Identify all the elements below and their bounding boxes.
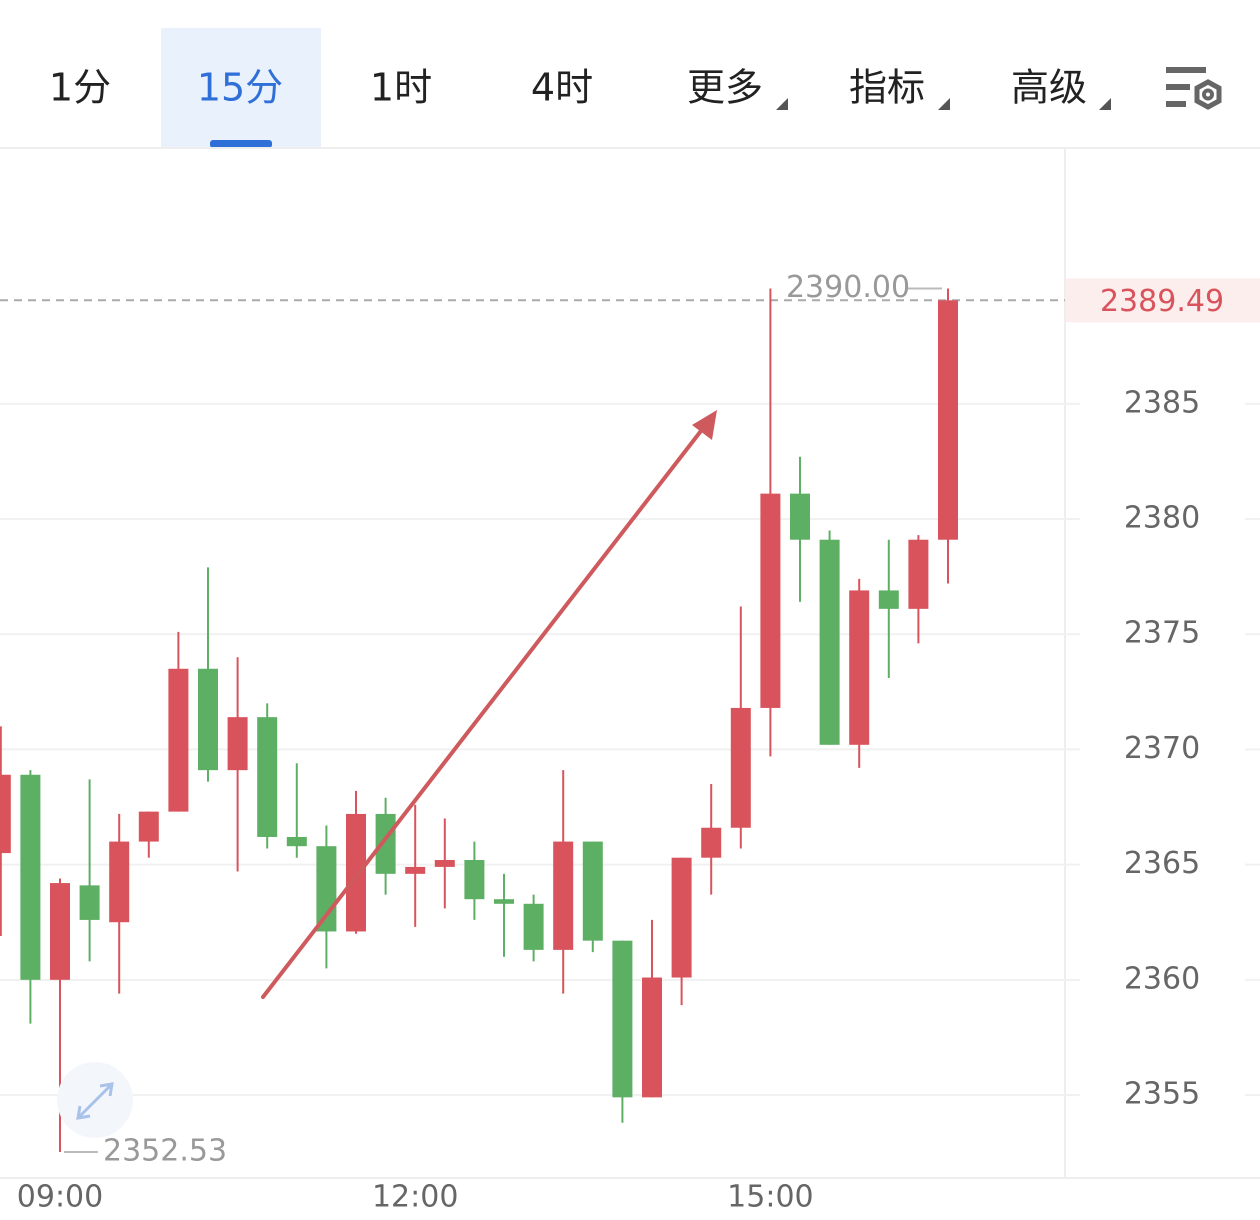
- candle-body: [612, 940, 633, 1098]
- candle-body: [908, 539, 929, 609]
- last-price-bg: [1066, 278, 1260, 323]
- expand-button[interactable]: [57, 1062, 133, 1138]
- overlay: 09:00 12:00 15:00 2389.49 2390.00 2352.53: [17, 270, 1260, 1215]
- last-price-label: 2389.49: [1100, 284, 1224, 319]
- candle-body: [434, 860, 455, 867]
- candle-body: [20, 774, 41, 980]
- candle-body: [405, 866, 426, 874]
- dropdown-caret: [1099, 98, 1111, 110]
- candle-body: [198, 668, 218, 771]
- candle-body: [938, 300, 958, 540]
- candle-body: [790, 493, 810, 540]
- y-tick-label: 2360: [1124, 961, 1200, 996]
- candle-body: [257, 717, 278, 837]
- candle-body: [138, 811, 159, 842]
- y-tick-label: 2370: [1124, 731, 1200, 766]
- y-tick-label: 2385: [1124, 385, 1200, 420]
- candle-body: [730, 707, 751, 828]
- high-label: 2390.00: [786, 270, 910, 305]
- candle-body: [79, 885, 100, 920]
- y-tick-label: 2375: [1124, 616, 1200, 651]
- dropdown-caret: [776, 98, 788, 110]
- active-tab-bg: [161, 28, 321, 148]
- candle-body: [582, 841, 603, 941]
- candle-body: [701, 827, 722, 858]
- tab[interactable]: 高级: [1011, 66, 1087, 110]
- low-label: 2352.53: [103, 1133, 227, 1168]
- y-tick-label: 2365: [1124, 846, 1200, 881]
- candle-body: [286, 836, 307, 847]
- candle-body: [760, 493, 781, 708]
- grid: 2355 2360 2365 2370 2375 2380 2385: [0, 299, 1260, 1112]
- tab[interactable]: 1时: [370, 66, 432, 110]
- candle-body: [494, 899, 514, 904]
- candle-body: [464, 860, 485, 900]
- candle-body: [849, 590, 870, 745]
- candle-body: [642, 977, 662, 1098]
- tab[interactable]: 1分: [49, 66, 111, 110]
- candle-body: [50, 883, 70, 980]
- active-tab-indicator: [210, 140, 272, 148]
- x-tick-label: 15:00: [727, 1180, 813, 1215]
- candle-body: [878, 590, 899, 609]
- candle-body: [316, 846, 337, 932]
- tab[interactable]: 4时: [531, 66, 593, 110]
- tab[interactable]: 指标: [849, 66, 925, 110]
- x-tick-label: 09:00: [17, 1180, 103, 1215]
- tab[interactable]: 15分: [197, 66, 283, 110]
- x-tick-label: 12:00: [372, 1180, 458, 1215]
- candle-body: [553, 841, 574, 950]
- settings-icon[interactable]: [1166, 67, 1222, 110]
- candle-body: [671, 857, 692, 978]
- candle-body: [109, 841, 130, 923]
- trend-arrow: [261, 410, 717, 999]
- candle-body: [375, 813, 396, 874]
- candle-body: [346, 813, 366, 932]
- candle-body: [0, 774, 11, 854]
- candle-body: [168, 668, 189, 812]
- y-tick-label: 2380: [1124, 500, 1200, 535]
- candle-body: [523, 903, 544, 950]
- dropdown-caret: [938, 98, 950, 110]
- candle-body: [819, 539, 840, 745]
- y-tick-label: 2355: [1124, 1077, 1200, 1112]
- tab[interactable]: 更多: [687, 66, 763, 110]
- candle-body: [227, 717, 248, 771]
- tab-bar: 1分 15分 1时 4时 更多 指标 高级: [0, 28, 1260, 149]
- plot: [0, 288, 958, 1152]
